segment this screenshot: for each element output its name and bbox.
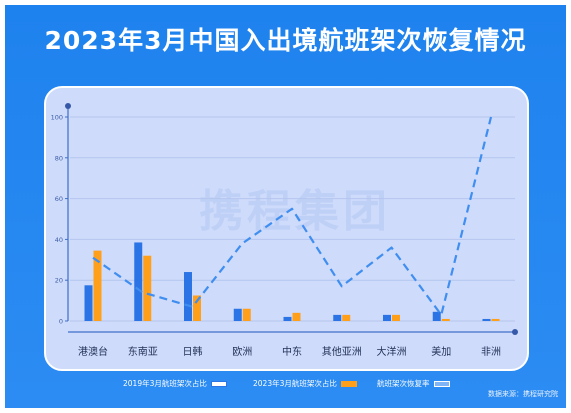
bar-2023-2 (193, 295, 201, 321)
x-tick-label: 日韩 (183, 345, 203, 358)
x-tick-label: 其他亚洲 (322, 345, 362, 358)
bar-2019-7 (432, 311, 441, 321)
x-tick-label: 东南亚 (128, 345, 158, 358)
chart-panel (44, 86, 529, 371)
legend-swatch-2023 (340, 380, 357, 387)
bar-2019-0 (84, 285, 93, 321)
bar-2023-3 (242, 308, 251, 321)
bar-2023-5 (342, 314, 351, 321)
legend: 2019年3月航班架次占比 2023年3月航班架次占比 航班架次恢复率 (5, 378, 566, 392)
data-source: 数据来源：携程研究院 (488, 390, 558, 398)
x-tick-label: 非洲 (481, 346, 501, 358)
bar-2023-1 (143, 255, 152, 321)
bar-2019-1 (134, 242, 143, 321)
bar-2023-6 (392, 314, 400, 321)
chart-svg: 0 20 40 60 80 100 港澳台 东南亚 日韩 欧洲 中东 其他亚洲 大洋洲 美加 非洲 (51, 103, 518, 358)
legend-label-2019: 2019年3月航班架次占比 (123, 379, 207, 388)
y-tick-label: 60 (55, 195, 63, 203)
legend-item-2023: 2023年3月航班架次占比 (253, 378, 357, 389)
page-background: 2023年3月中国入出境航班架次恢复情况 携程集团 0 20 40 60 80 100 港澳… (5, 5, 566, 408)
y-tick-label: 20 (55, 277, 63, 285)
bar-2019-2 (184, 272, 192, 321)
legend-item-recovery: 航班架次恢复率 (377, 378, 450, 389)
bar-2019-8 (482, 318, 491, 321)
recovery-rate-line (92, 116, 493, 316)
bar-2019-6 (383, 314, 391, 321)
legend-swatch-2019 (210, 380, 227, 387)
y-tick-label: 40 (55, 236, 63, 244)
y-tick-label: 100 (51, 114, 63, 122)
x-tick-label: 中东 (282, 345, 302, 358)
bar-2019-5 (333, 314, 342, 321)
bar-2019-4 (283, 316, 292, 321)
legend-item-2019: 2019年3月航班架次占比 (123, 378, 227, 389)
x-tick-label: 大洋洲 (377, 345, 407, 358)
x-tick-label: 美加 (431, 345, 451, 358)
x-tick-label: 欧洲 (232, 346, 252, 358)
x-axis-end-dot (512, 329, 518, 335)
legend-label-2023: 2023年3月航班架次占比 (253, 379, 337, 388)
y-tick-label: 0 (59, 318, 63, 326)
bar-2023-4 (292, 312, 301, 321)
legend-label-recovery: 航班架次恢复率 (377, 379, 430, 388)
watermark-text: 携程集团 (199, 186, 391, 237)
x-tick-label: 港澳台 (78, 345, 108, 358)
bar-2023-7 (441, 318, 450, 321)
y-tick-label: 80 (55, 154, 63, 162)
chart-title: 2023年3月中国入出境航班架次恢复情况 (44, 26, 527, 55)
legend-swatch-recovery (433, 380, 450, 387)
bar-2023-8 (491, 318, 500, 321)
y-axis-end-dot (65, 103, 71, 109)
bar-2023-0 (93, 250, 102, 321)
bar-2019-3 (233, 308, 242, 321)
